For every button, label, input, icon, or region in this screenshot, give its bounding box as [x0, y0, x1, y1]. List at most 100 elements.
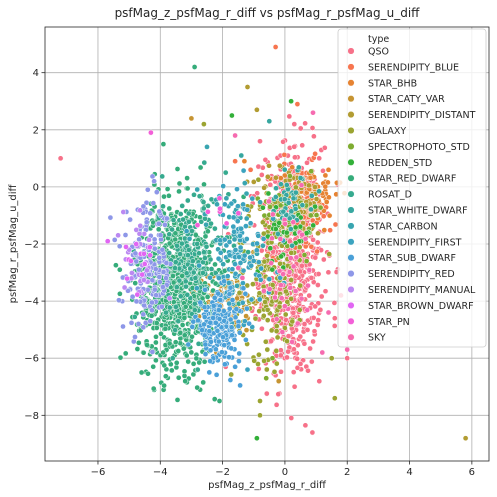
data-point	[177, 293, 184, 300]
data-point	[322, 183, 329, 190]
data-point	[309, 125, 316, 131]
data-point	[172, 327, 178, 333]
x-tick-label: −6	[91, 467, 106, 478]
data-point	[321, 144, 328, 151]
data-point	[122, 350, 129, 357]
legend-marker	[347, 254, 355, 262]
legend-label: SKY	[368, 333, 386, 344]
data-point	[257, 398, 263, 404]
data-point	[141, 261, 148, 267]
data-point	[261, 184, 267, 191]
data-point	[287, 284, 294, 291]
data-point	[278, 181, 284, 188]
data-point	[236, 289, 243, 296]
data-point	[277, 260, 283, 267]
data-point	[139, 271, 146, 278]
data-point	[281, 303, 288, 310]
data-point	[213, 346, 219, 353]
data-point	[312, 150, 318, 157]
data-point	[147, 210, 154, 217]
data-point	[186, 235, 193, 242]
data-point	[164, 186, 171, 192]
data-point	[240, 201, 246, 208]
data-point	[277, 274, 283, 281]
data-point	[315, 282, 321, 288]
legend-marker	[347, 158, 355, 166]
data-point	[187, 265, 194, 272]
data-point	[185, 210, 192, 217]
x-tick-label: 0	[282, 467, 288, 478]
data-point	[122, 232, 129, 238]
legend-marker	[347, 47, 355, 55]
data-point	[258, 247, 265, 254]
data-point	[208, 196, 215, 203]
legend-marker	[347, 63, 355, 71]
data-point	[201, 321, 207, 328]
data-point	[316, 378, 323, 385]
data-point	[299, 142, 306, 149]
data-point	[236, 350, 243, 357]
data-point	[273, 348, 280, 354]
data-point	[162, 373, 169, 380]
data-point	[226, 354, 232, 361]
data-point	[204, 294, 211, 300]
data-point	[253, 247, 260, 254]
data-point	[226, 239, 233, 245]
data-point	[152, 245, 158, 252]
data-point	[299, 231, 305, 238]
legend-item: STAR_BHB	[347, 78, 417, 89]
data-point	[269, 282, 276, 288]
data-point	[304, 159, 310, 166]
data-point	[311, 133, 317, 140]
data-point	[216, 398, 223, 404]
data-point	[292, 154, 298, 161]
data-point	[260, 219, 266, 226]
data-point	[186, 247, 192, 253]
data-point	[210, 302, 217, 309]
data-point	[266, 118, 273, 125]
data-point	[297, 214, 304, 221]
data-point	[221, 236, 228, 243]
data-point	[263, 390, 270, 397]
data-point	[172, 259, 179, 266]
data-point	[264, 317, 271, 323]
data-point	[232, 132, 238, 139]
legend-item: SERENDIPITY_FIRST	[347, 237, 462, 248]
data-point	[223, 220, 230, 227]
data-point	[288, 295, 294, 302]
legend-marker	[347, 206, 355, 214]
data-point	[229, 112, 235, 119]
data-point	[146, 244, 153, 251]
data-point	[200, 270, 206, 276]
data-point	[238, 152, 245, 159]
data-point	[161, 382, 167, 389]
data-point	[307, 174, 314, 181]
legend-item: STAR_WHITE_DWARF	[347, 206, 468, 217]
data-point	[280, 271, 286, 277]
data-point	[193, 355, 200, 362]
data-point	[277, 175, 284, 181]
data-point	[205, 208, 211, 215]
data-point	[344, 355, 351, 362]
data-point	[235, 323, 242, 330]
data-point	[140, 349, 147, 356]
data-point	[238, 225, 244, 232]
data-point	[212, 319, 219, 326]
data-point	[147, 252, 153, 259]
data-point	[326, 212, 333, 219]
x-tick-label: 4	[406, 467, 412, 478]
data-point	[266, 286, 273, 292]
data-point	[247, 220, 254, 227]
data-point	[150, 200, 157, 206]
legend-marker	[347, 95, 355, 103]
data-point	[272, 294, 278, 301]
data-point	[161, 362, 168, 369]
data-point	[153, 320, 160, 326]
data-point	[234, 218, 241, 225]
data-point	[207, 347, 214, 354]
data-point	[243, 223, 249, 229]
data-point	[169, 226, 175, 233]
data-point	[215, 290, 222, 297]
data-point	[308, 168, 315, 175]
